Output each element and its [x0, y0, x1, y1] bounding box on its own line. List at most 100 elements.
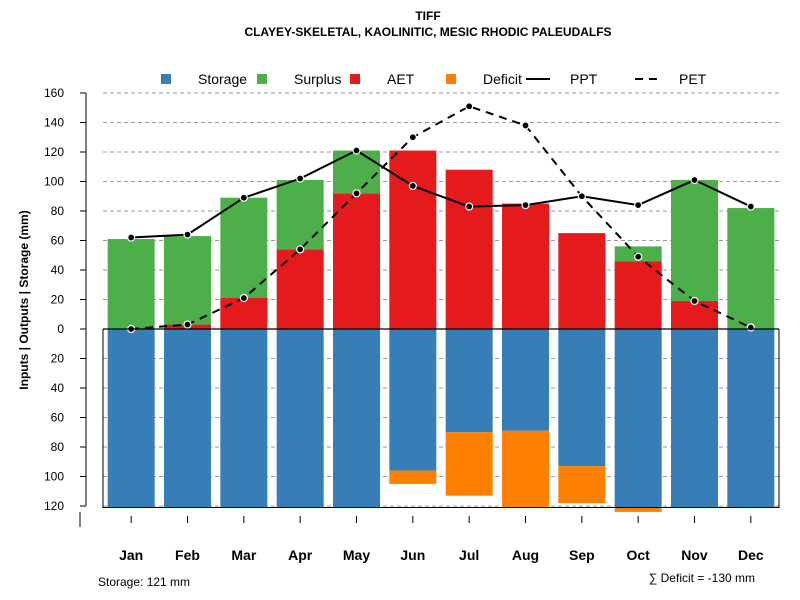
aet-bar	[276, 249, 324, 329]
legend-aet-swatch	[350, 74, 360, 84]
x-tick-label: Sep	[569, 547, 595, 563]
legend-ppt-label: PPT	[570, 71, 598, 87]
x-tick-label: Jul	[459, 547, 479, 563]
y-tick-label: 80	[51, 440, 65, 454]
pet-point	[296, 245, 305, 254]
y-tick-label: 160	[44, 86, 64, 100]
ppt-point	[239, 193, 248, 202]
surplus-bar	[220, 197, 268, 299]
surplus-bar	[276, 180, 324, 250]
pet-line	[131, 105, 752, 330]
axes: 160 140 120 100 80 60 40 20 0 20 40 60 80 100 120 Jan Fe…	[44, 86, 780, 563]
aet-bar	[671, 300, 718, 329]
y-tick-label: 20	[51, 293, 65, 307]
footer-storage: Storage: 121 mm	[98, 575, 190, 589]
y-tick-label: 120	[44, 145, 64, 159]
series-lines	[131, 105, 752, 330]
y-tick-label: 100	[44, 175, 64, 189]
pet-point	[465, 102, 474, 111]
x-tick-label: Jun	[400, 547, 425, 563]
surplus-bar	[107, 239, 155, 329]
surplus-bar	[164, 236, 211, 325]
pet-point	[577, 192, 586, 201]
legend-aet-label: AET	[387, 71, 415, 87]
y-tick-label: 0	[57, 322, 64, 336]
storage-bar	[220, 329, 268, 508]
storage-bar	[107, 329, 155, 508]
ppt-line	[131, 149, 752, 239]
ppt-point	[746, 202, 755, 211]
ppt-point	[634, 201, 643, 210]
x-tick-label: May	[343, 547, 370, 563]
x-tick-label: Dec	[738, 547, 764, 563]
pet-point	[408, 133, 417, 142]
deficit-bar	[558, 466, 606, 504]
footer-deficit: ∑ Deficit = -130 mm	[649, 571, 755, 585]
aet-bar	[333, 193, 380, 329]
legend-storage-swatch	[161, 74, 171, 84]
y-axis-label: Inputs | Outputs | Storage (mm)	[17, 210, 31, 389]
pet-point	[690, 296, 699, 306]
legend-pet-label: PET	[679, 71, 707, 87]
chart-subtitle: CLAYEY-SKELETAL, KAOLINITIC, MESIC RHODI…	[244, 25, 611, 39]
storage-bar	[445, 329, 493, 433]
deficit-bar	[445, 432, 493, 496]
x-tick-label: Nov	[681, 547, 708, 563]
ppt-point	[352, 146, 361, 155]
y-tick-label: 20	[51, 352, 65, 366]
y-tick-label: 80	[51, 204, 65, 218]
legend-surplus-swatch	[257, 74, 267, 84]
legend-storage-label: Storage	[198, 71, 247, 87]
x-tick-label: Aug	[512, 547, 539, 563]
ppt-point	[408, 181, 417, 191]
aet-bar	[502, 203, 549, 329]
x-tick-label: Jan	[119, 547, 143, 563]
surplus-bar	[671, 180, 718, 301]
aet-bar	[220, 298, 268, 329]
y-tick-label: 100	[44, 470, 64, 484]
deficit-bar	[389, 470, 437, 484]
ppt-point	[521, 201, 530, 210]
ppt-point	[127, 233, 136, 242]
y-tick-label: 140	[44, 116, 64, 130]
y-tick-label: 40	[51, 263, 65, 277]
aet-bar	[445, 169, 493, 329]
storage-outline	[102, 329, 780, 508]
ppt-point	[465, 202, 474, 211]
x-tick-label: Oct	[626, 547, 650, 563]
aet-bar	[614, 261, 662, 329]
pet-point	[352, 189, 361, 198]
storage-bar	[164, 329, 211, 508]
surplus-bar	[727, 208, 775, 329]
storage-bar	[389, 329, 437, 471]
chart-legend: Storage Surplus AET Deficit PPT PET	[161, 71, 707, 87]
pet-point	[521, 121, 530, 130]
gridlines	[103, 92, 779, 507]
chart-title: TIFF	[415, 9, 440, 23]
x-tick-label: Feb	[175, 547, 200, 563]
storage-bar	[614, 329, 662, 508]
x-tick-label: Apr	[288, 547, 313, 563]
storage-bar	[502, 329, 549, 431]
storage-bar	[727, 329, 775, 508]
pet-point	[634, 252, 643, 261]
pet-point	[746, 323, 755, 332]
deficit-bar	[502, 430, 549, 508]
storage-bar	[558, 329, 606, 467]
legend-surplus-label: Surplus	[294, 71, 341, 87]
surplus-bar	[333, 150, 380, 194]
deficit-bar	[614, 507, 662, 512]
y-tick-label: 120	[44, 499, 64, 513]
ppt-point	[690, 175, 699, 185]
y-tick-label: 60	[51, 411, 65, 425]
y-tick-label: 40	[51, 381, 65, 395]
pet-point	[183, 320, 192, 329]
legend-deficit-swatch	[446, 74, 456, 84]
storage-bar	[333, 329, 380, 508]
storage-bar	[276, 329, 324, 508]
ppt-point	[183, 230, 192, 239]
legend-deficit-label: Deficit	[483, 71, 522, 87]
aet-bar	[558, 233, 606, 329]
x-tick-label: Mar	[231, 547, 256, 563]
